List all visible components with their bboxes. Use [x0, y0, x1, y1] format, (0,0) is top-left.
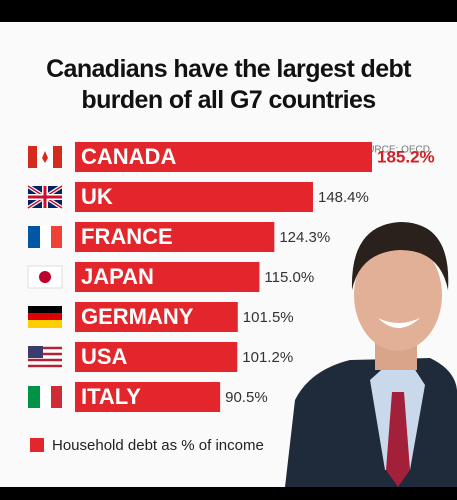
- chart-title: Canadians have the largest debt burden o…: [46, 55, 411, 114]
- bar: [75, 382, 221, 412]
- value-label: 148.4%: [318, 189, 369, 206]
- legend-swatch: [30, 438, 44, 452]
- value-label: 185.2%: [377, 147, 435, 166]
- value-label: 124.3%: [279, 229, 330, 246]
- flags: [26, 146, 64, 408]
- category-label: UK: [81, 184, 113, 209]
- bar: [75, 142, 372, 172]
- value-label: 101.5%: [243, 309, 294, 326]
- category-label: JAPAN: [81, 264, 154, 289]
- category-label: GERMANY: [81, 304, 194, 329]
- value-label: 115.0%: [264, 269, 314, 286]
- bar: [75, 262, 260, 292]
- bar: [75, 302, 238, 332]
- category-label: USA: [81, 344, 128, 369]
- bar: [75, 222, 275, 252]
- legend-label: Household debt as % of income: [52, 437, 264, 454]
- value-label: 101.2%: [242, 349, 293, 366]
- category-label: CANADA: [81, 144, 176, 169]
- bar: [75, 182, 313, 212]
- source: SOURCE: OECD: [353, 145, 430, 156]
- category-label: ITALY: [81, 384, 141, 409]
- value-label: 90.5%: [225, 389, 268, 406]
- bar: [75, 342, 238, 372]
- category-label: FRANCE: [81, 224, 173, 249]
- photo: [285, 222, 457, 487]
